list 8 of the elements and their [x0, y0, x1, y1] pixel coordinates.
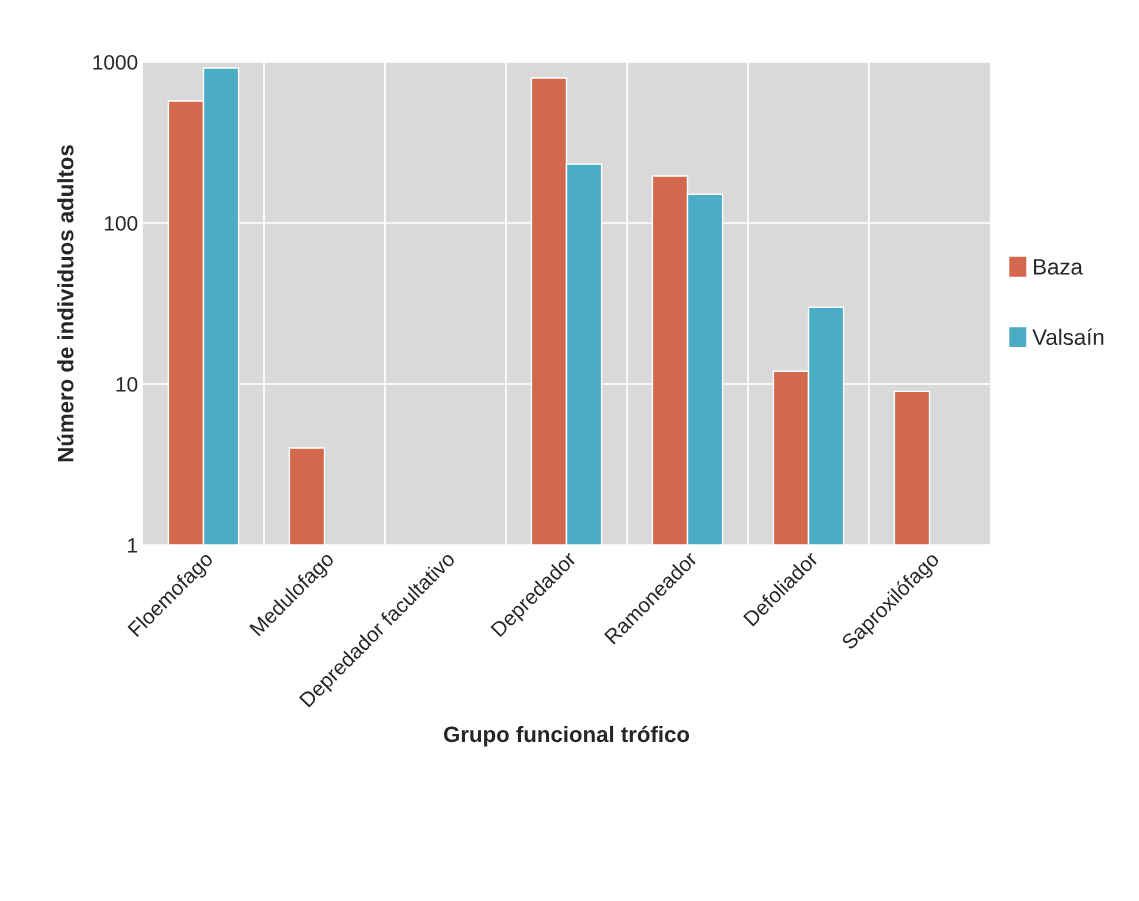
- y-tick-label: 100: [104, 216, 138, 231]
- y-tick-label: 1: [128, 538, 138, 553]
- y-tick-label: 1000: [93, 55, 138, 70]
- legend-label: Baza: [1034, 259, 1083, 275]
- x-axis-title: Grupo funcional trófico: [443, 725, 690, 747]
- y-tick-label: 10: [116, 377, 138, 392]
- y-axis-title: Número de individuos adultos: [57, 145, 74, 462]
- legend-label: Valsaín: [1032, 328, 1104, 346]
